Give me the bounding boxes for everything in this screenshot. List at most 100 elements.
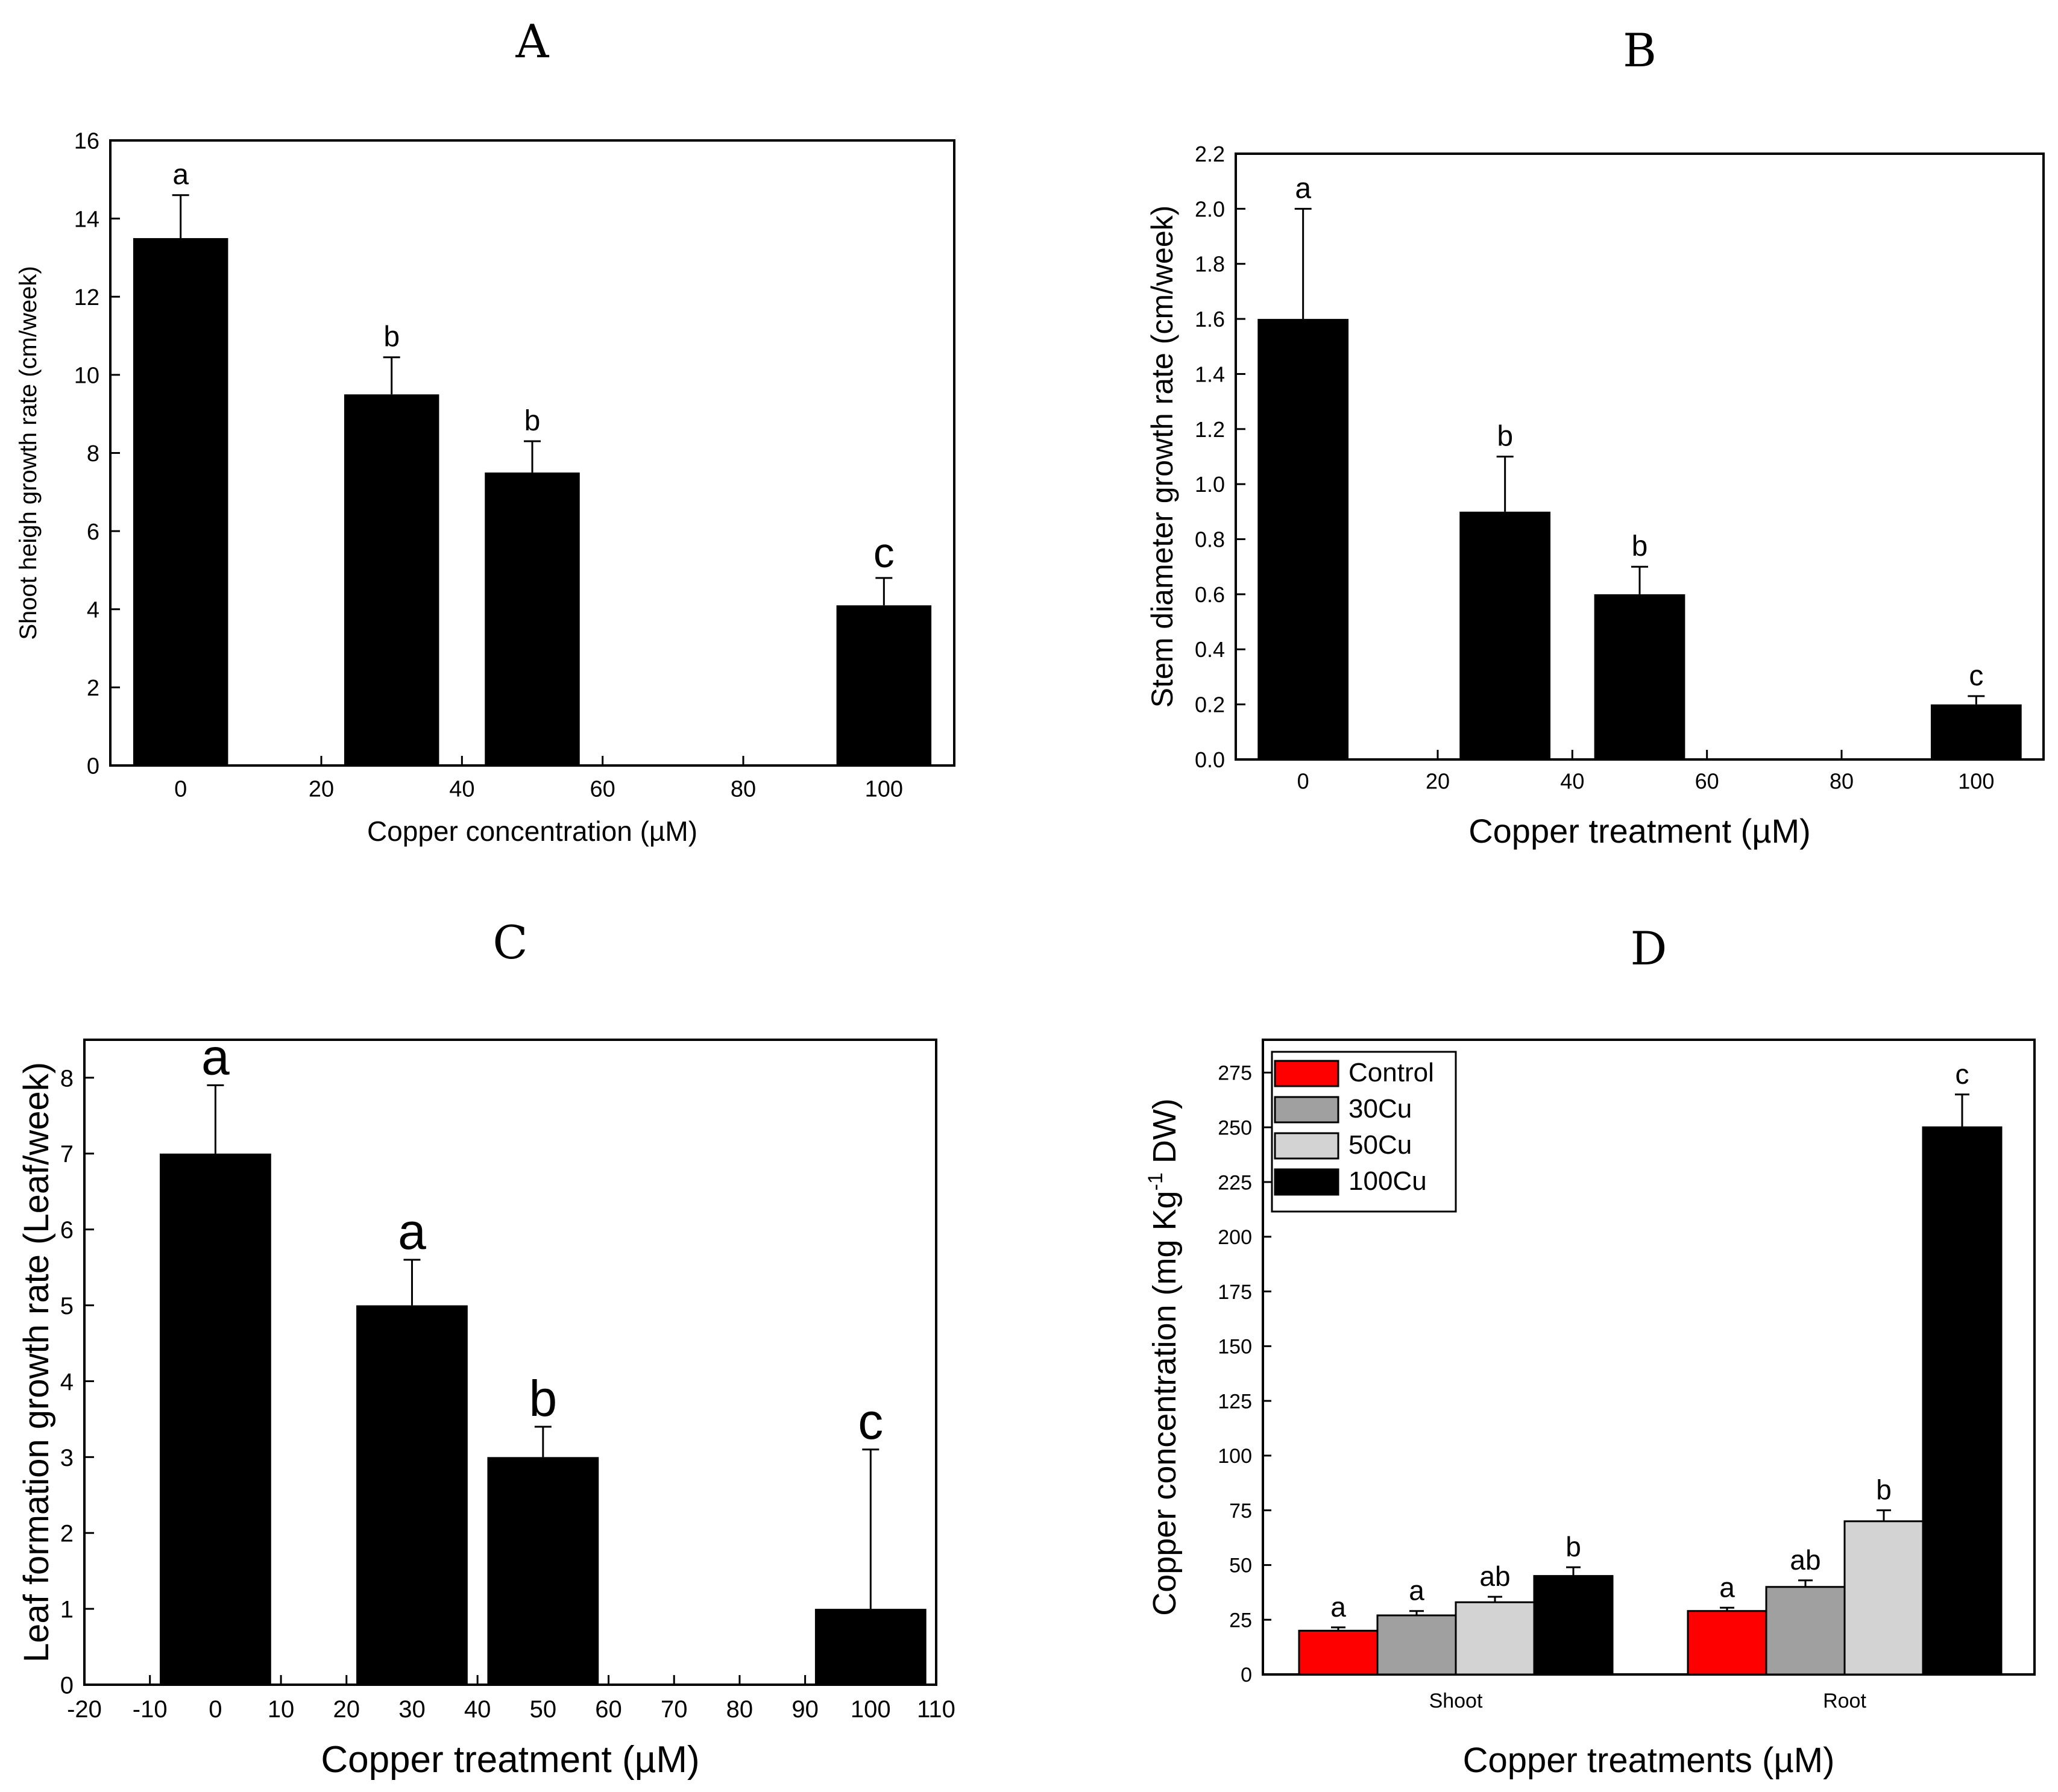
y-tick-label: 0.6 [1195, 582, 1225, 607]
x-tick-label: -10 [133, 1696, 168, 1723]
x-tick-label: 0 [209, 1696, 222, 1723]
x-tick-label: 70 [661, 1696, 688, 1723]
legend-swatch-100cu [1274, 1168, 1339, 1196]
x-tick-label: 100 [1958, 769, 1994, 794]
x-tick-label: 0 [1297, 769, 1309, 794]
significance-letter: a [1295, 172, 1311, 204]
y-axis-label-main: Copper concentration (mg Kg [1147, 1190, 1183, 1615]
y-tick-label: 1.2 [1195, 417, 1225, 442]
y-tick-label: 4 [87, 597, 99, 623]
y-tick-label: 1 [60, 1597, 74, 1623]
y-tick-label: 8 [87, 441, 99, 467]
bar-0 [159, 1153, 271, 1685]
y-axis-label: Leaf formation growth rate (Leaf/week) [17, 1062, 56, 1662]
x-tick-label: 60 [595, 1696, 622, 1723]
y-tick-label: 275 [1218, 1062, 1252, 1085]
y-tick-label: 3 [60, 1445, 74, 1471]
panel-title-b: B [1623, 24, 1657, 77]
bar-0 [1257, 319, 1349, 759]
y-tick-label: 6 [60, 1217, 74, 1243]
significance-letter: ab [1479, 1561, 1510, 1592]
y-axis-label: Copper concentration (mg Kg-1 DW) [1144, 1098, 1183, 1616]
y-tick-label: 0.8 [1195, 527, 1225, 552]
significance-letter: c [873, 529, 895, 576]
bar-30 [1459, 511, 1551, 759]
legend-label: 50Cu [1348, 1130, 1412, 1160]
significance-letter: b [524, 405, 541, 437]
x-tick-label: 60 [1695, 769, 1719, 794]
chart-panel-a: A 0 2 4 6 8 10 12 14 16 0 20 40 60 80 100 a b b c Shoot heig… [15, 14, 955, 847]
bar-50 [485, 472, 580, 766]
y-tick-label: 6 [87, 520, 99, 545]
y-tick-label: 4 [60, 1369, 74, 1395]
bar-100cu-root [1922, 1126, 2003, 1676]
significance-letter: c [1956, 1058, 1969, 1090]
x-axis-label: Copper treatment (µM) [321, 1739, 699, 1781]
panel-title-a: A [515, 14, 550, 68]
significance-letter: a [1409, 1575, 1424, 1606]
y-axis-label-tail: DW) [1147, 1098, 1183, 1172]
significance-letter: b [1566, 1531, 1581, 1562]
bar-30cu-shoot [1376, 1614, 1457, 1676]
y-tick-label: 2 [60, 1521, 74, 1547]
y-tick-label: 100 [1218, 1445, 1252, 1468]
y-tick-label: 1.8 [1195, 252, 1225, 277]
y-tick-label: 0.4 [1195, 637, 1225, 662]
y-tick-label: 14 [74, 207, 99, 232]
y-tick-label: 225 [1218, 1171, 1252, 1194]
x-tick-label: 0 [174, 776, 187, 802]
x-tick-label: -20 [67, 1696, 102, 1723]
y-tick-label: 0 [60, 1672, 74, 1699]
y-tick-label: 125 [1218, 1390, 1252, 1413]
legend-label: 30Cu [1348, 1094, 1412, 1124]
bar-30 [344, 394, 439, 766]
x-tick-label: 50 [530, 1696, 557, 1723]
y-tick-label: 2.2 [1195, 142, 1225, 166]
significance-letter: b [529, 1370, 557, 1427]
y-tick-label: 25 [1229, 1609, 1252, 1632]
chart-panel-b: B 0.0 0.2 0.4 0.6 0.8 1.0 1.2 1.4 1.6 1.8 2.0 2.2 0 20… [1145, 24, 2045, 850]
x-tick-label: 80 [731, 776, 756, 802]
y-tick-label: 1.0 [1195, 472, 1225, 497]
significance-letter: b [1497, 421, 1513, 453]
y-tick-label: 75 [1229, 1500, 1252, 1523]
significance-letter: a [398, 1203, 426, 1260]
legend-swatch-30cu [1274, 1096, 1339, 1124]
bar-control-root [1687, 1610, 1767, 1676]
y-tick-label: 250 [1218, 1116, 1252, 1139]
x-tick-label: 30 [398, 1696, 426, 1723]
y-axis-label: Shoot heigh growth rate (cm/week) [15, 266, 42, 640]
y-tick-label: 50 [1229, 1555, 1252, 1577]
bar-30 [356, 1305, 468, 1685]
y-tick-label: 8 [60, 1065, 74, 1092]
x-tick-label: 90 [791, 1696, 819, 1723]
x-tick-label: Root [1823, 1690, 1866, 1712]
x-tick-label: 100 [865, 776, 903, 802]
bar-50cu-shoot [1455, 1601, 1535, 1676]
y-tick-label: 175 [1218, 1281, 1252, 1304]
x-tick-label: 100 [851, 1696, 891, 1723]
significance-letter: ab [1790, 1544, 1820, 1576]
x-tick-label: 10 [268, 1696, 295, 1723]
x-tick-label: 60 [590, 776, 615, 802]
bar-100 [814, 1609, 927, 1685]
y-tick-label: 0 [87, 754, 99, 779]
significance-letter: a [172, 159, 189, 191]
plot-frame [1262, 1039, 2036, 1676]
significance-letter: a [1719, 1571, 1735, 1603]
bar-100 [836, 605, 932, 766]
x-tick-label: 80 [726, 1696, 754, 1723]
significance-letter: a [201, 1029, 230, 1086]
bar-100cu-shoot [1533, 1575, 1614, 1676]
y-tick-label: 10 [74, 363, 99, 389]
x-axis-label: Copper treatment (µM) [1468, 812, 1811, 850]
significance-letter: c [1969, 660, 1983, 692]
x-tick-label: 80 [1830, 769, 1854, 794]
x-axis-label: Copper treatments (µM) [1463, 1741, 1835, 1780]
y-tick-label: 7 [60, 1141, 74, 1168]
y-tick-label: 200 [1218, 1226, 1252, 1249]
legend: Control 30Cu 50Cu 100Cu [1271, 1051, 1457, 1213]
significance-letter: c [858, 1393, 883, 1450]
significance-letter: b [383, 321, 400, 353]
y-tick-label: 0.2 [1195, 693, 1225, 717]
